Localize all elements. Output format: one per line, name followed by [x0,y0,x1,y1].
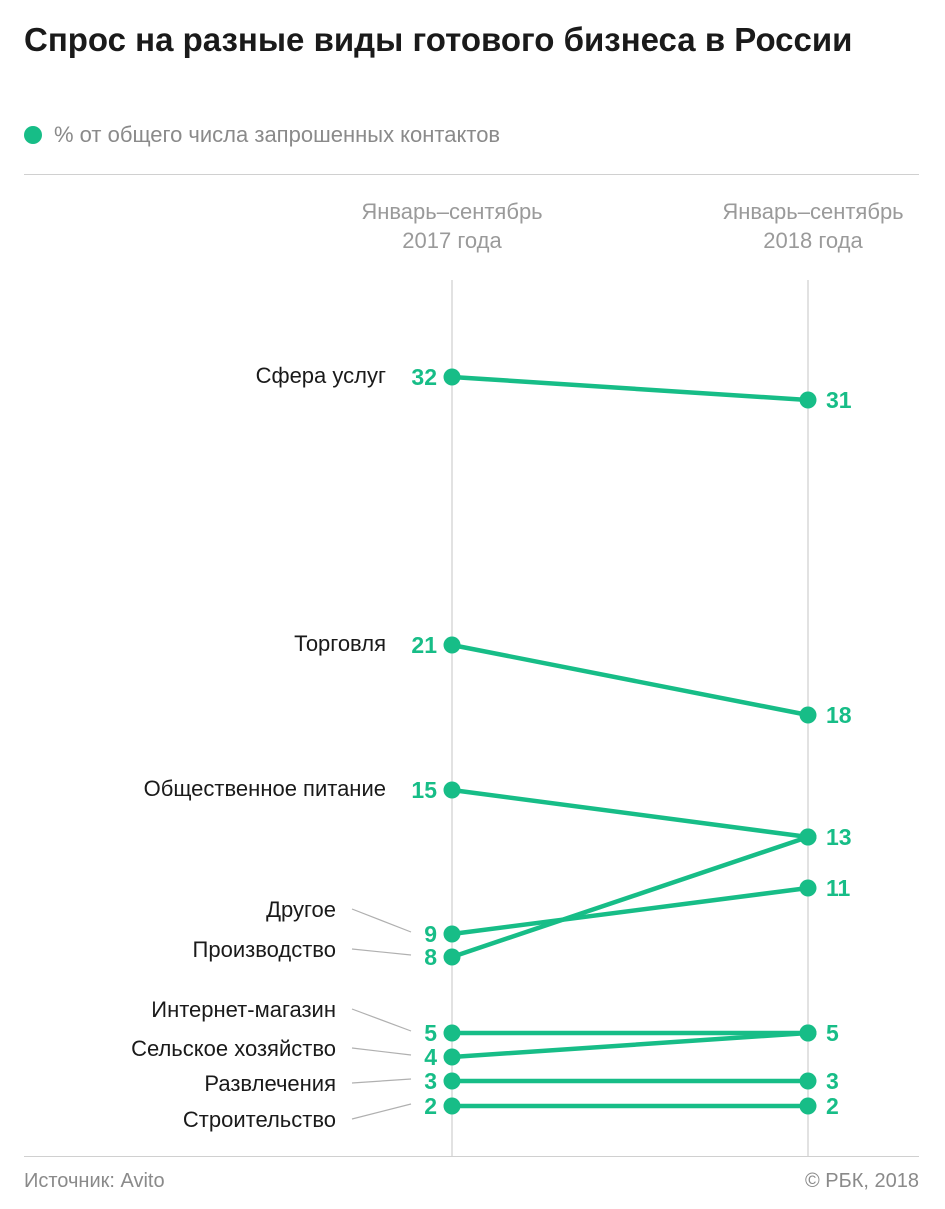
series-5-point-2018 [799,828,817,846]
series-5-point-2017 [443,948,461,966]
series-9-value-2018: 2 [826,1093,839,1119]
series-8-point-2018 [799,1072,817,1090]
series-3-value-2017: 15 [411,777,437,803]
legend: % от общего числа запрошенных контактов [24,121,500,149]
series-2-value-2018: 18 [826,702,852,728]
column-header-1-line-2: 2017 года [402,228,502,253]
series-5-leader-line [351,948,412,956]
series-9-point-2017 [443,1097,461,1115]
series-7-value-2017: 4 [424,1044,437,1070]
series-7-line [449,1030,811,1060]
series-3-label: Общественное питание [144,776,386,801]
series-4-line [449,885,811,937]
copyright-note: © РБК, 2018 [804,1170,919,1192]
legend-dot-icon [24,126,42,144]
series-4-point-2017 [443,925,461,943]
series-9-label: Строительство [183,1107,336,1132]
series-4-point-2018 [799,879,817,897]
series-1-point-2017 [443,368,461,386]
series-2-value-2017: 21 [411,632,437,658]
series-7-label: Сельское хозяйство [131,1036,336,1061]
column-header-1-line-1: Январь–сентябрь [361,199,542,224]
column-header-2-line-1: Январь–сентябрь [722,199,903,224]
top-divider [24,174,919,175]
series-2-point-2017 [443,636,461,654]
chart-title: Спрос на разные виды готового бизнеса в … [24,21,853,58]
series-5-value-2017: 8 [424,944,437,970]
series-8-leader-line [351,1078,412,1084]
series-4-value-2017: 9 [424,921,437,947]
bottom-divider [24,1156,919,1157]
series-8-label: Развлечения [204,1071,336,1096]
source-note: Источник: Avito [24,1170,165,1192]
series-1-point-2018 [799,391,817,409]
series-8-point-2017 [443,1072,461,1090]
series-3-point-2017 [443,781,461,799]
series-6-value-2017: 5 [424,1020,437,1046]
series-9-value-2017: 2 [424,1093,437,1119]
series-7-point-2017 [443,1048,461,1066]
series-6-point-2017 [443,1024,461,1042]
series-8-value-2017: 3 [424,1068,437,1094]
series-7-leader-line [351,1047,412,1056]
series-8-value-2018: 3 [826,1068,839,1094]
series-6-value-2018: 5 [826,1020,839,1046]
column-header-2-line-2: 2018 года [763,228,863,253]
series-2-label: Торговля [294,631,386,656]
series-2-line [449,642,811,718]
series-5-line [449,834,811,960]
series-3-value-2018: 13 [826,824,852,850]
series-6-label: Интернет-магазин [151,997,336,1022]
series-9-leader-line [351,1103,412,1120]
series-1-label: Сфера услуг [256,363,386,388]
series-5-label: Производство [193,937,336,962]
series-1-line [449,374,811,403]
legend-label: % от общего числа запрошенных контактов [54,122,501,147]
series-6-leader-line [351,1008,412,1032]
series-2-point-2018 [799,706,817,724]
series-7-point-2018 [799,1024,817,1042]
series-9-point-2018 [799,1097,817,1115]
series-4-leader-line [351,908,412,933]
series-3-line [449,787,811,840]
series-4-value-2018: 11 [826,875,851,901]
series-1-value-2017: 32 [411,364,437,390]
series-1-value-2018: 31 [826,387,852,413]
series-4-label: Другое [266,897,336,922]
